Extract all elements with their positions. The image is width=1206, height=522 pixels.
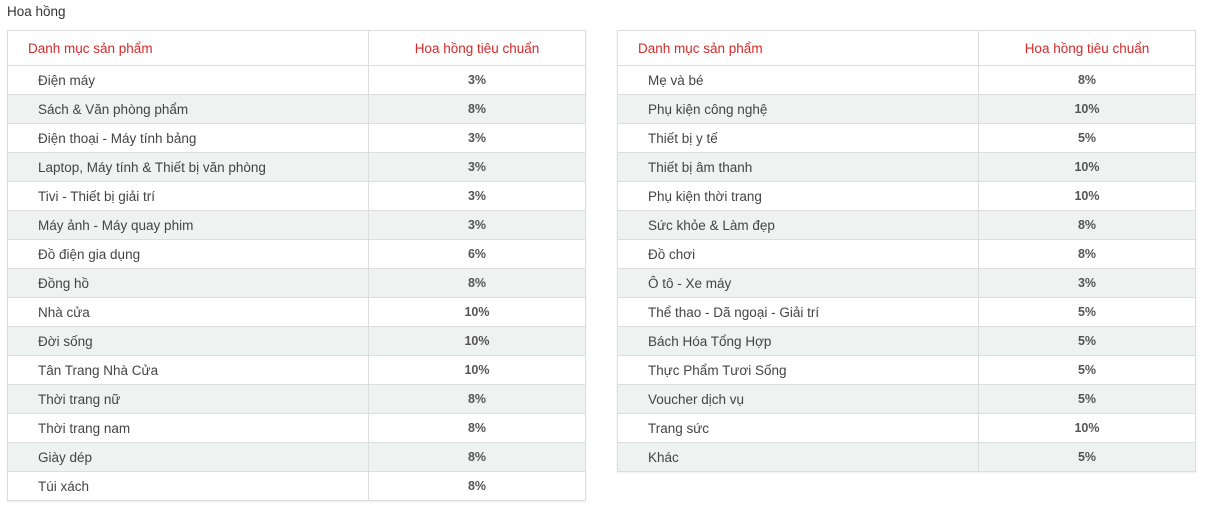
- category-cell: Túi xách: [7, 471, 369, 501]
- table-row: Đồng hồ 8%: [7, 268, 586, 298]
- category-cell: Khác: [617, 442, 979, 472]
- category-cell: Đồng hồ: [7, 268, 369, 298]
- category-cell: Điện máy: [7, 65, 369, 95]
- table-row: Thiết bị âm thanh 10%: [617, 152, 1196, 182]
- table-row: Đồ điện gia dụng 6%: [7, 239, 586, 269]
- commission-cell: 5%: [978, 123, 1196, 153]
- table-row: Voucher dịch vụ 5%: [617, 384, 1196, 414]
- category-cell: Sách & Văn phòng phẩm: [7, 94, 369, 124]
- table-row: Thực Phẩm Tươi Sống 5%: [617, 355, 1196, 385]
- category-cell: Ô tô - Xe máy: [617, 268, 979, 298]
- commission-cell: 8%: [978, 239, 1196, 269]
- commission-cell: 10%: [368, 326, 586, 356]
- table-row: Laptop, Máy tính & Thiết bị văn phòng 3%: [7, 152, 586, 182]
- header-cell: Hoa hồng tiêu chuẩn: [368, 30, 586, 66]
- category-cell: Thiết bị y tế: [617, 123, 979, 153]
- category-cell: Bách Hóa Tổng Hợp: [617, 326, 979, 356]
- commission-cell: 5%: [978, 355, 1196, 385]
- table-row: Thời trang nữ 8%: [7, 384, 586, 414]
- commission-cell: 6%: [368, 239, 586, 269]
- table-row: Đồ chơi 8%: [617, 239, 1196, 269]
- commission-cell: 3%: [368, 181, 586, 211]
- table-row: Máy ảnh - Máy quay phim 3%: [7, 210, 586, 240]
- commission-cell: 10%: [978, 94, 1196, 124]
- category-cell: Điện thoại - Máy tính bảng: [7, 123, 369, 153]
- category-cell: Sức khỏe & Làm đẹp: [617, 210, 979, 240]
- table-row: Túi xách 8%: [7, 471, 586, 501]
- table-row: Điện máy 3%: [7, 65, 586, 95]
- commission-cell: 8%: [368, 413, 586, 443]
- commission-cell: 3%: [368, 65, 586, 95]
- header-row: Danh mục sản phẩm Hoa hồng tiêu chuẩn: [617, 30, 1196, 66]
- category-cell: Thiết bị âm thanh: [617, 152, 979, 182]
- table-row: Tân Trang Nhà Cửa 10%: [7, 355, 586, 385]
- category-cell: Voucher dịch vụ: [617, 384, 979, 414]
- table-row: Phụ kiện công nghệ 10%: [617, 94, 1196, 124]
- table-row: Trang sức 10%: [617, 413, 1196, 443]
- category-cell: Phụ kiện thời trang: [617, 181, 979, 211]
- commission-cell: 3%: [978, 268, 1196, 298]
- table-row: Đời sống 10%: [7, 326, 586, 356]
- commission-table: Danh mục sản phẩm Hoa hồng tiêu chuẩn Điện…: [7, 30, 586, 501]
- header-row: Danh mục sản phẩm Hoa hồng tiêu chuẩn: [7, 30, 586, 66]
- header-cell: Danh mục sản phẩm: [617, 30, 979, 66]
- table-row: Điện thoại - Máy tính bảng 3%: [7, 123, 586, 153]
- commission-cell: 10%: [978, 413, 1196, 443]
- commission-cell: 10%: [368, 355, 586, 385]
- commission-cell: 5%: [978, 297, 1196, 327]
- category-cell: Thực Phẩm Tươi Sống: [617, 355, 979, 385]
- header-cell: Danh mục sản phẩm: [7, 30, 369, 66]
- category-cell: Tivi - Thiết bị giải trí: [7, 181, 369, 211]
- commission-cell: 10%: [978, 181, 1196, 211]
- table-row: Tivi - Thiết bị giải trí 3%: [7, 181, 586, 211]
- commission-cell: 10%: [368, 297, 586, 327]
- category-cell: Nhà cửa: [7, 297, 369, 327]
- commission-cell: 5%: [978, 442, 1196, 472]
- table-row: Mẹ và bé 8%: [617, 65, 1196, 95]
- category-cell: Đồ chơi: [617, 239, 979, 269]
- commission-cell: 8%: [368, 94, 586, 124]
- category-cell: Trang sức: [617, 413, 979, 443]
- commission-cell: 5%: [978, 326, 1196, 356]
- commission-cell: 8%: [368, 471, 586, 501]
- commission-cell: 5%: [978, 384, 1196, 414]
- table-row: Thiết bị y tế 5%: [617, 123, 1196, 153]
- table-row: Khác 5%: [617, 442, 1196, 472]
- table-row: Thời trang nam 8%: [7, 413, 586, 443]
- commission-table: Danh mục sản phẩm Hoa hồng tiêu chuẩn Mẹ v…: [617, 30, 1196, 472]
- table-row: Giày dép 8%: [7, 442, 586, 472]
- table-row: Bách Hóa Tổng Hợp 5%: [617, 326, 1196, 356]
- category-cell: Phụ kiện công nghệ: [617, 94, 979, 124]
- table-row: Sách & Văn phòng phẩm 8%: [7, 94, 586, 124]
- category-cell: Thể thao - Dã ngoại - Giải trí: [617, 297, 979, 327]
- table-row: Phụ kiện thời trang 10%: [617, 181, 1196, 211]
- category-cell: Mẹ và bé: [617, 65, 979, 95]
- category-cell: Máy ảnh - Máy quay phim: [7, 210, 369, 240]
- commission-cell: 8%: [368, 384, 586, 414]
- category-cell: Đời sống: [7, 326, 369, 356]
- category-cell: Đồ điện gia dụng: [7, 239, 369, 269]
- table-row: Ô tô - Xe máy 3%: [617, 268, 1196, 298]
- table-row: Nhà cửa 10%: [7, 297, 586, 327]
- commission-cell: 8%: [368, 268, 586, 298]
- commission-cell: 3%: [368, 123, 586, 153]
- commission-cell: 8%: [978, 210, 1196, 240]
- commission-cell: 10%: [978, 152, 1196, 182]
- commission-cell: 3%: [368, 210, 586, 240]
- category-cell: Thời trang nam: [7, 413, 369, 443]
- table-row: Thể thao - Dã ngoại - Giải trí 5%: [617, 297, 1196, 327]
- header-cell: Hoa hồng tiêu chuẩn: [978, 30, 1196, 66]
- category-cell: Giày dép: [7, 442, 369, 472]
- category-cell: Thời trang nữ: [7, 384, 369, 414]
- commission-cell: 8%: [978, 65, 1196, 95]
- category-cell: Laptop, Máy tính & Thiết bị văn phòng: [7, 152, 369, 182]
- commission-cell: 8%: [368, 442, 586, 472]
- category-cell: Tân Trang Nhà Cửa: [7, 355, 369, 385]
- commission-cell: 3%: [368, 152, 586, 182]
- table-row: Sức khỏe & Làm đẹp 8%: [617, 210, 1196, 240]
- section-title: Hoa hồng: [7, 4, 66, 19]
